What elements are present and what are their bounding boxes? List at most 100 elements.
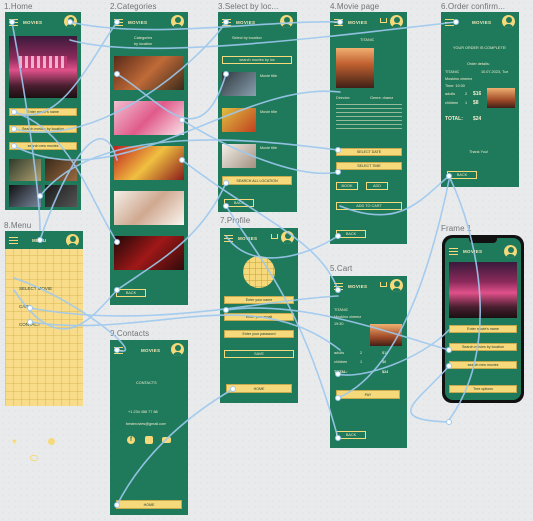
connection-node[interactable]	[335, 233, 341, 239]
movie-search-input[interactable]: Enter movie's name	[9, 108, 77, 116]
select-date-button[interactable]: SELECT DATE	[336, 148, 402, 156]
connection-node[interactable]	[446, 419, 452, 425]
connection-node[interactable]	[335, 371, 341, 377]
save-button[interactable]: SAVE	[224, 350, 294, 358]
category-image-flowers[interactable]	[114, 101, 184, 135]
connection-node[interactable]	[67, 19, 73, 25]
connection-node[interactable]	[114, 502, 120, 508]
avatar-icon[interactable]	[171, 15, 184, 28]
connection-node[interactable]	[114, 347, 120, 353]
cart-icon[interactable]	[271, 234, 278, 239]
hamburger-icon[interactable]	[9, 236, 18, 244]
contacts-email: bestmovies@gmail.com	[126, 422, 167, 426]
youtube-icon[interactable]	[162, 437, 171, 443]
connection-node[interactable]	[179, 117, 185, 123]
connection-node[interactable]	[335, 395, 341, 401]
avatar-icon[interactable]	[281, 231, 294, 244]
phone-search-location-button[interactable]: Search movies by location	[449, 343, 517, 351]
connection-node[interactable]	[223, 203, 229, 209]
email-field[interactable]: Enter your email	[224, 313, 294, 321]
name-field[interactable]: Enter your name	[224, 296, 294, 304]
cart-icon[interactable]	[380, 282, 387, 287]
movie-thumb[interactable]	[45, 185, 77, 207]
location-movie-title: Movie title	[260, 110, 278, 114]
location-movie-thumb[interactable]	[222, 108, 256, 132]
connection-node[interactable]	[114, 71, 120, 77]
order-cinema: Moskino cinema	[445, 77, 473, 81]
avatar-icon[interactable]	[390, 279, 403, 292]
connection-node[interactable]	[335, 287, 341, 293]
facebook-icon[interactable]: f	[127, 436, 135, 444]
frame-label-profile: 7.Profile	[220, 216, 251, 225]
order-total-label: TOTAL:	[445, 116, 463, 122]
connection-node[interactable]	[27, 305, 33, 311]
connection-node[interactable]	[223, 71, 229, 77]
location-movie-thumb[interactable]	[222, 144, 256, 168]
connection-node[interactable]	[11, 126, 17, 132]
instagram-icon[interactable]	[145, 436, 153, 444]
category-image-food[interactable]	[114, 56, 184, 90]
hamburger-icon[interactable]	[224, 234, 233, 242]
cart-row-qty: 2	[360, 351, 363, 355]
connection-node[interactable]	[335, 147, 341, 153]
avatar-icon[interactable]	[280, 15, 293, 28]
connection-node[interactable]	[446, 173, 452, 179]
connection-node[interactable]	[11, 109, 17, 115]
add-to-cart-button[interactable]: ADD TO CART	[336, 202, 402, 210]
category-image-family[interactable]	[114, 191, 184, 225]
search-by-location-button[interactable]: Search movies by location	[9, 125, 77, 133]
frame-label-home: 1.Home	[4, 2, 33, 11]
connection-node[interactable]	[37, 237, 43, 243]
search-new-movies-button[interactable]: search new movies	[9, 142, 77, 150]
back-button[interactable]: BACK	[116, 289, 146, 297]
phone-search-input[interactable]: Enter movie's name	[449, 325, 517, 333]
connection-node[interactable]	[114, 239, 120, 245]
phone-tree-options-button[interactable]: Tree options	[449, 385, 517, 393]
connection-node[interactable]	[453, 19, 459, 25]
home-button[interactable]: HOME	[116, 500, 182, 509]
movie-thumb[interactable]	[9, 159, 41, 181]
connection-node[interactable]	[37, 193, 43, 199]
password-field[interactable]: Enter your password	[224, 330, 294, 338]
profile-photo-placeholder[interactable]	[243, 256, 275, 288]
categories-title: Categories	[134, 36, 153, 40]
frame-label-contacts: 9.Contacts	[110, 329, 150, 338]
connection-node[interactable]	[114, 19, 120, 25]
avatar-icon[interactable]	[66, 234, 79, 247]
connection-node[interactable]	[223, 307, 229, 313]
connection-node[interactable]	[223, 180, 229, 186]
phone-preview: MOVIES Enter movie's name Search movies …	[442, 235, 524, 403]
location-search-input[interactable]: search movies by loc	[222, 56, 292, 64]
order-children-label: children	[445, 101, 459, 105]
connection-node[interactable]	[114, 287, 120, 293]
movie-thumb[interactable]	[45, 159, 77, 181]
add-button[interactable]: ADD	[366, 182, 388, 190]
connection-node[interactable]	[223, 19, 229, 25]
connection-node[interactable]	[337, 19, 343, 25]
avatar-icon[interactable]	[171, 343, 184, 356]
connection-node[interactable]	[230, 386, 236, 392]
connection-node[interactable]	[335, 435, 341, 441]
book-button[interactable]: BOOK	[336, 182, 358, 190]
connection-node[interactable]	[9, 19, 15, 25]
pay-button[interactable]: PAY	[336, 390, 400, 399]
connection-node[interactable]	[11, 143, 17, 149]
connection-node[interactable]	[179, 157, 185, 163]
order-movie-poster	[487, 88, 515, 108]
connection-node[interactable]	[446, 363, 452, 369]
phone-search-new-button[interactable]: search new movies	[449, 361, 517, 369]
menu-item-select-movie[interactable]: SELECT MOVIE	[19, 286, 53, 291]
avatar-icon[interactable]	[502, 15, 515, 28]
avatar-icon[interactable]	[390, 15, 403, 28]
connection-node[interactable]	[27, 319, 33, 325]
select-time-button[interactable]: SELECT TIME	[336, 162, 402, 170]
search-all-location-button[interactable]: SEARCH ALL LOCATION	[222, 176, 292, 185]
avatar-icon[interactable]	[504, 245, 517, 258]
connection-node[interactable]	[446, 347, 452, 353]
connection-node[interactable]	[335, 169, 341, 175]
category-image-kids[interactable]	[114, 146, 184, 180]
cart-icon[interactable]	[380, 18, 387, 23]
hamburger-icon[interactable]	[449, 247, 458, 255]
category-image-horror[interactable]	[114, 236, 184, 270]
chat-icon	[30, 455, 38, 461]
